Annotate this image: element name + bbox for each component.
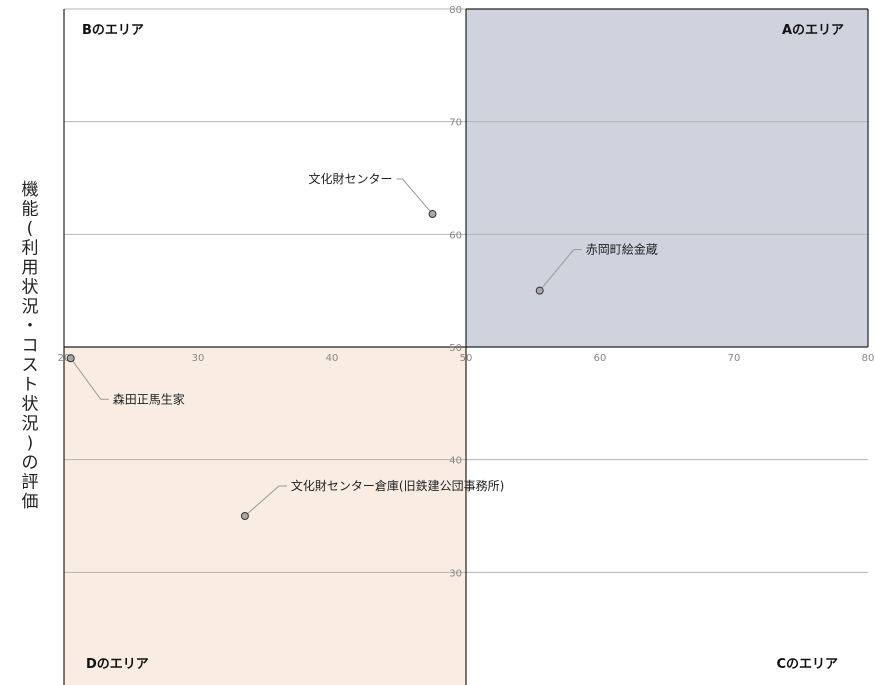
data-point: [428, 210, 437, 219]
leader-line: [539, 249, 582, 291]
y-tick-label: 30: [449, 568, 462, 579]
quadrant-a-label: Aのエリア: [782, 23, 844, 38]
x-tick-label: 70: [728, 353, 741, 364]
x-tick-label: 80: [862, 353, 875, 364]
x-tick-label: 50: [460, 353, 473, 364]
data-point: [240, 512, 249, 520]
data-point-label: 森田正馬生家: [113, 391, 185, 406]
leader-line: [244, 485, 287, 517]
data-point: [66, 354, 75, 363]
quadrant-c-area: [466, 347, 868, 685]
data-point: [535, 286, 544, 295]
y-tick-label: 40: [449, 456, 462, 467]
x-tick-label: 20: [58, 353, 71, 364]
leader-line: [396, 178, 433, 215]
x-tick-label: 30: [192, 353, 205, 364]
data-point-label: 文化財センター倉庫(旧鉄建公団事務所): [291, 478, 504, 493]
x-tick-label: 40: [326, 353, 339, 364]
y-axis-label: 機能(利用状況・コスト状況)の評価: [22, 180, 39, 512]
y-tick-label: 80: [449, 5, 462, 16]
quadrant-a-area: [466, 9, 868, 347]
quadrant-b-label: Bのエリア: [82, 23, 144, 38]
y-tick-label: 50: [449, 343, 462, 354]
x-tick-label: 60: [594, 353, 607, 364]
quadrant-c-label: Cのエリア: [776, 657, 838, 672]
data-point-label: 文化財センター: [308, 171, 392, 186]
y-axis-ticks: 30 40 50 60 70 80: [449, 5, 462, 579]
x-axis-ticks: 20 30 40 50 60 70 80: [58, 353, 875, 364]
quadrant-borders: [63, 8, 869, 685]
data-point-label: 赤岡町絵金蔵: [586, 242, 658, 257]
quadrant-b-area: [64, 9, 466, 347]
quadrant-d-label: Dのエリア: [86, 657, 149, 672]
leader-line: [70, 357, 109, 400]
y-tick-label: 70: [449, 118, 462, 129]
quadrant-d-area: [64, 347, 466, 685]
y-tick-label: 60: [449, 230, 462, 241]
